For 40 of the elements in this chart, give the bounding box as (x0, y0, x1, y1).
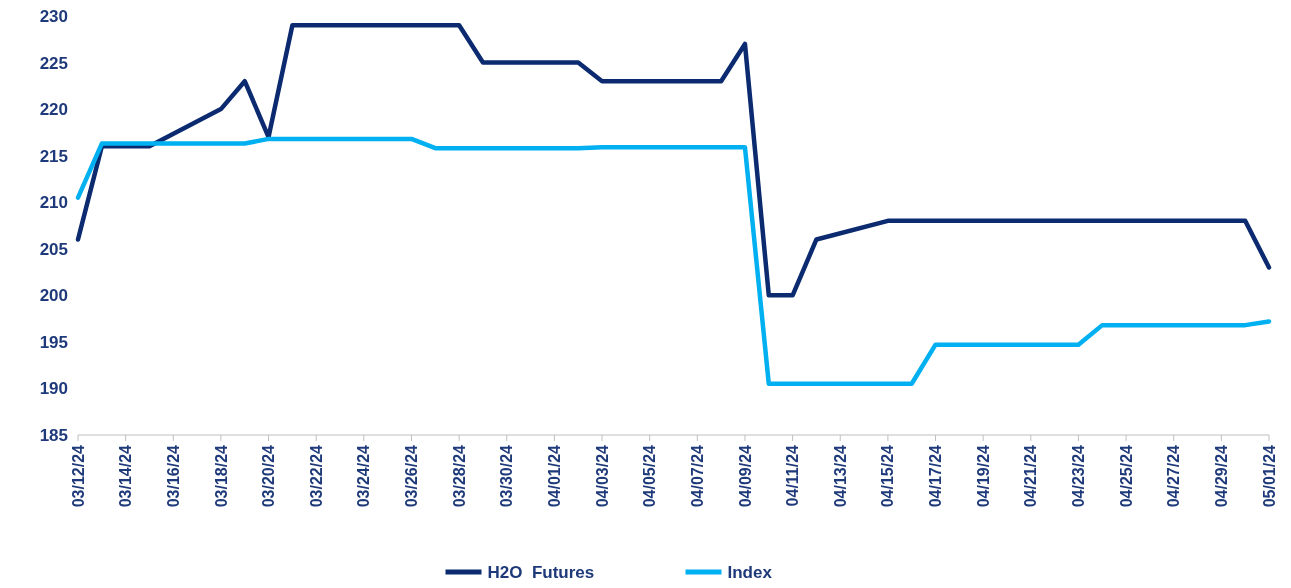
x-tick-label: 05/01/24 (1260, 444, 1278, 508)
legend-label: Index (727, 562, 773, 582)
x-tick-label: 03/24/24 (355, 444, 373, 508)
y-tick-label: 225 (39, 53, 68, 73)
y-tick-label: 190 (39, 379, 68, 399)
legend-label: H2O Futures (487, 562, 595, 582)
y-tick-label: 210 (39, 193, 68, 213)
x-tick-label: 03/14/24 (117, 444, 135, 508)
x-tick-label: 03/18/24 (212, 444, 230, 508)
x-tick-label: 04/01/24 (546, 444, 563, 508)
x-tick-label: 04/13/24 (831, 444, 849, 508)
y-tick-label: 195 (39, 332, 68, 352)
line-series (75, 136, 1272, 387)
x-tick-label: 04/27/24 (1165, 444, 1183, 508)
y-tick-label: 205 (39, 239, 68, 259)
x-tick-label: 03/12/24 (69, 444, 87, 508)
x-tick-label: 04/07/24 (688, 444, 706, 508)
x-tick-label: 03/20/24 (260, 444, 278, 508)
x-tick-label: 04/05/24 (641, 444, 659, 508)
x-tick-label: 04/09/24 (736, 444, 754, 508)
x-tick-label: 04/11/24 (784, 444, 802, 507)
line-series (75, 23, 1272, 298)
x-tick-label: 04/17/24 (927, 444, 945, 508)
x-tick-label: 04/19/24 (974, 444, 992, 508)
x-tick-label: 03/28/24 (450, 444, 468, 508)
x-tick-label: 04/03/24 (593, 444, 611, 508)
x-tick-label: 03/30/24 (498, 444, 516, 508)
y-tick-label: 220 (39, 100, 68, 120)
x-tick-label: 04/29/24 (1212, 444, 1230, 508)
x-tick-label: 04/25/24 (1117, 444, 1135, 508)
x-tick-label: 03/26/24 (403, 444, 421, 508)
y-tick-label: 185 (39, 425, 68, 445)
x-tick-label: 03/16/24 (164, 444, 182, 508)
y-tick-label: 230 (39, 6, 68, 26)
y-tick-label: 215 (39, 146, 68, 166)
x-tick-label: 04/21/24 (1022, 444, 1040, 508)
x-tick-label: 04/15/24 (879, 444, 897, 508)
x-tick-label: 03/22/24 (307, 444, 325, 508)
y-tick-label: 200 (39, 286, 68, 306)
x-tick-label: 04/23/24 (1070, 444, 1088, 508)
